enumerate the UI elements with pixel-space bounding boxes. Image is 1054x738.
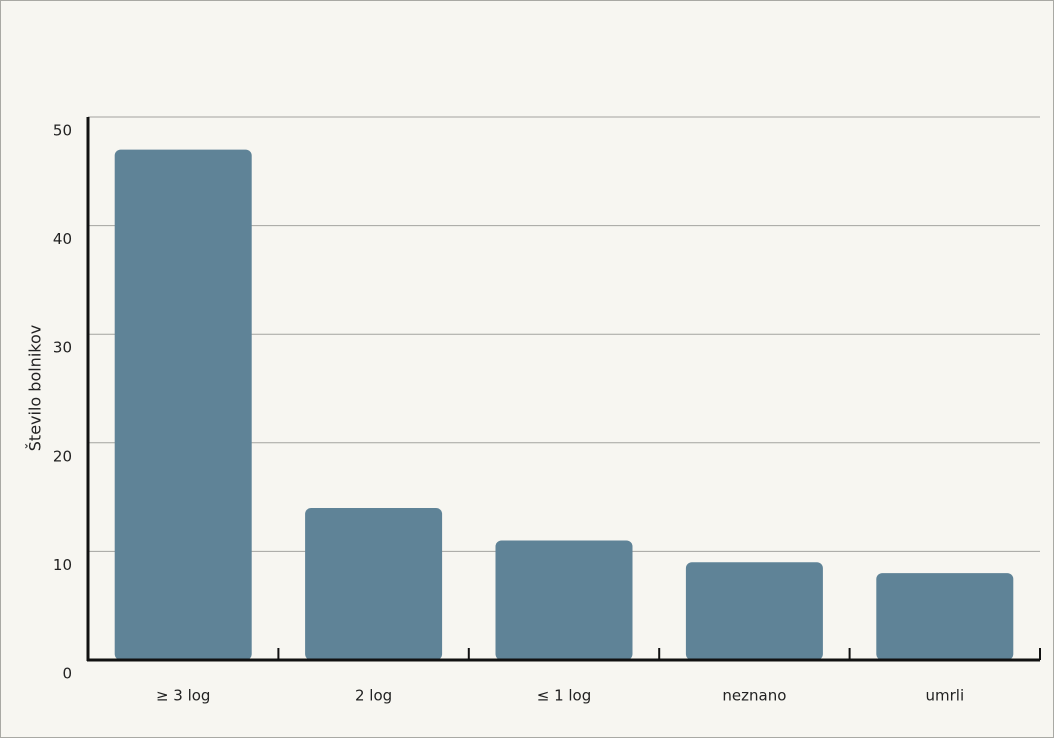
- x-tick-label: ≥ 3 log: [156, 687, 211, 705]
- bar: [305, 507, 443, 660]
- bar: [685, 562, 823, 660]
- y-tick-label: 30: [53, 339, 72, 357]
- x-tick-label: umrli: [925, 687, 964, 705]
- y-tick-label: 40: [53, 230, 72, 248]
- y-tick-label: 20: [53, 447, 72, 465]
- bar: [876, 573, 1014, 660]
- x-tick-label: 2 log: [355, 687, 392, 705]
- x-tick-label: ≤ 1 log: [537, 687, 592, 705]
- y-tick-label: 0: [62, 665, 72, 683]
- y-tick-label: 10: [53, 556, 72, 574]
- bar: [495, 540, 633, 660]
- y-axis-label: Število bolnikov: [26, 325, 45, 451]
- x-tick-label: neznano: [722, 687, 786, 705]
- bar: [114, 149, 252, 660]
- y-tick-label: 50: [53, 122, 72, 140]
